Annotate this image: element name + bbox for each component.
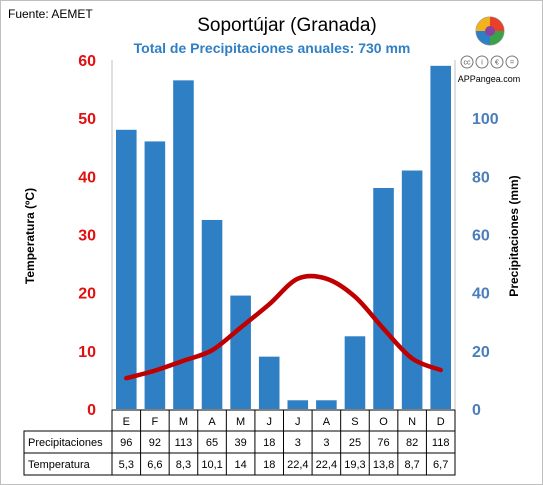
precip-bar (401, 170, 423, 409)
precip-value-label: 25 (349, 437, 361, 449)
cc-badge-circle (490, 55, 504, 69)
month-tick-label: J (266, 416, 272, 428)
precip-bar (344, 336, 366, 409)
month-tick-label: M (179, 416, 188, 428)
cc-badge-text: € (495, 60, 499, 67)
precip-value-label: 96 (120, 437, 132, 449)
site-credit: APPangea.com (458, 74, 521, 84)
month-tick-label: M (236, 416, 245, 428)
precip-bar (116, 129, 137, 410)
axis-lines (111, 60, 456, 409)
month-tick-label: S (351, 416, 358, 428)
y-right-tick-label: 0 (472, 402, 481, 419)
precip-bar (144, 141, 166, 409)
precip-value-label: 39 (235, 437, 247, 449)
temp-value-label: 6,6 (147, 459, 162, 471)
cc-badge-text: i (481, 60, 483, 67)
precip-value-label: 3 (295, 437, 301, 449)
cc-badge-circle (475, 55, 489, 69)
month-tick-label: D (437, 416, 445, 428)
cc-badge-circle (460, 55, 474, 69)
chart-title: Soportújar (Granada) (197, 15, 377, 36)
y-left-tick-label: 30 (78, 228, 96, 245)
temp-value-label: 14 (235, 459, 247, 471)
precip-bar (287, 400, 309, 409)
y-right-ticks: 0 20 40 60 80 100 (472, 111, 499, 419)
month-tick-label: F (152, 416, 159, 428)
y-left-ticks: 0 10 20 30 40 50 60 (78, 53, 96, 419)
month-tick-label: J (295, 416, 301, 428)
month-tick-label: N (408, 416, 416, 428)
precip-bar (373, 187, 394, 409)
temp-value-label: 13,8 (373, 459, 394, 471)
precip-bar (316, 400, 337, 409)
source-label: Fuente: AEMET (8, 7, 93, 21)
y-left-tick-label: 10 (78, 344, 96, 361)
appangea-logo (475, 16, 505, 46)
y-right-tick-label: 20 (472, 344, 490, 361)
precip-value-label: 113 (175, 437, 193, 449)
precip-value-label: 18 (263, 437, 275, 449)
cc-badge-circle (505, 55, 519, 69)
precip-value-label: 92 (149, 437, 161, 449)
y-right-tick-label: 40 (472, 286, 490, 303)
precip-value-label: 76 (377, 437, 389, 449)
cc-badge-text: = (510, 60, 514, 67)
month-tick-label: E (123, 416, 130, 428)
temperature-line-layer (124, 273, 443, 381)
precip-bar (173, 80, 194, 409)
temp-value-label: 6,7 (433, 459, 448, 471)
temp-value-label: 22,4 (316, 459, 337, 471)
precip-bar (258, 356, 280, 409)
temp-value-label: 8,7 (404, 459, 419, 471)
temp-value-label: 19,3 (344, 459, 365, 471)
temp-value-label: 10,1 (201, 459, 222, 471)
precip-value-label: 65 (206, 437, 218, 449)
precip-bars (116, 65, 451, 410)
temp-value-label: 5,3 (119, 459, 134, 471)
y-left-axis-label: Temperatura (ºC) (23, 188, 37, 284)
y-left-tick-label: 60 (78, 53, 96, 70)
cc-badge-text: cc (464, 60, 472, 67)
temperature-line (124, 273, 443, 381)
temp-value-label: 8,3 (176, 459, 191, 471)
precip-value-label: 118 (432, 437, 450, 449)
precip-bar (230, 295, 251, 409)
data-table: E F M A M J J A S O N D Precipitaciones Temperatura 96… (23, 409, 456, 476)
license-badges: cc i € = (460, 55, 519, 69)
y-left-tick-label: 0 (87, 402, 96, 419)
precip-value-label: 3 (323, 437, 329, 449)
temp-value-label: 18 (263, 459, 275, 471)
chart-subtitle: Total de Precipitaciones anuales: 730 mm (134, 40, 411, 56)
precip-bar (430, 65, 451, 410)
month-tick-label: O (379, 416, 388, 428)
table-row-label: Temperatura (28, 459, 91, 471)
temp-value-label: 22,4 (287, 459, 308, 471)
table-row-label: Precipitaciones (28, 437, 103, 449)
precip-bar (201, 219, 223, 409)
y-right-tick-label: 80 (472, 169, 490, 186)
y-left-tick-label: 40 (78, 169, 96, 186)
y-right-tick-label: 100 (472, 111, 499, 128)
y-right-axis-label: Precipitaciones (mm) (507, 175, 521, 296)
y-left-tick-label: 20 (78, 286, 96, 303)
precip-value-label: 82 (406, 437, 418, 449)
y-right-tick-label: 60 (472, 228, 490, 245)
y-left-tick-label: 50 (78, 111, 96, 128)
month-tick-label: A (208, 416, 216, 428)
month-tick-label: A (323, 416, 331, 428)
